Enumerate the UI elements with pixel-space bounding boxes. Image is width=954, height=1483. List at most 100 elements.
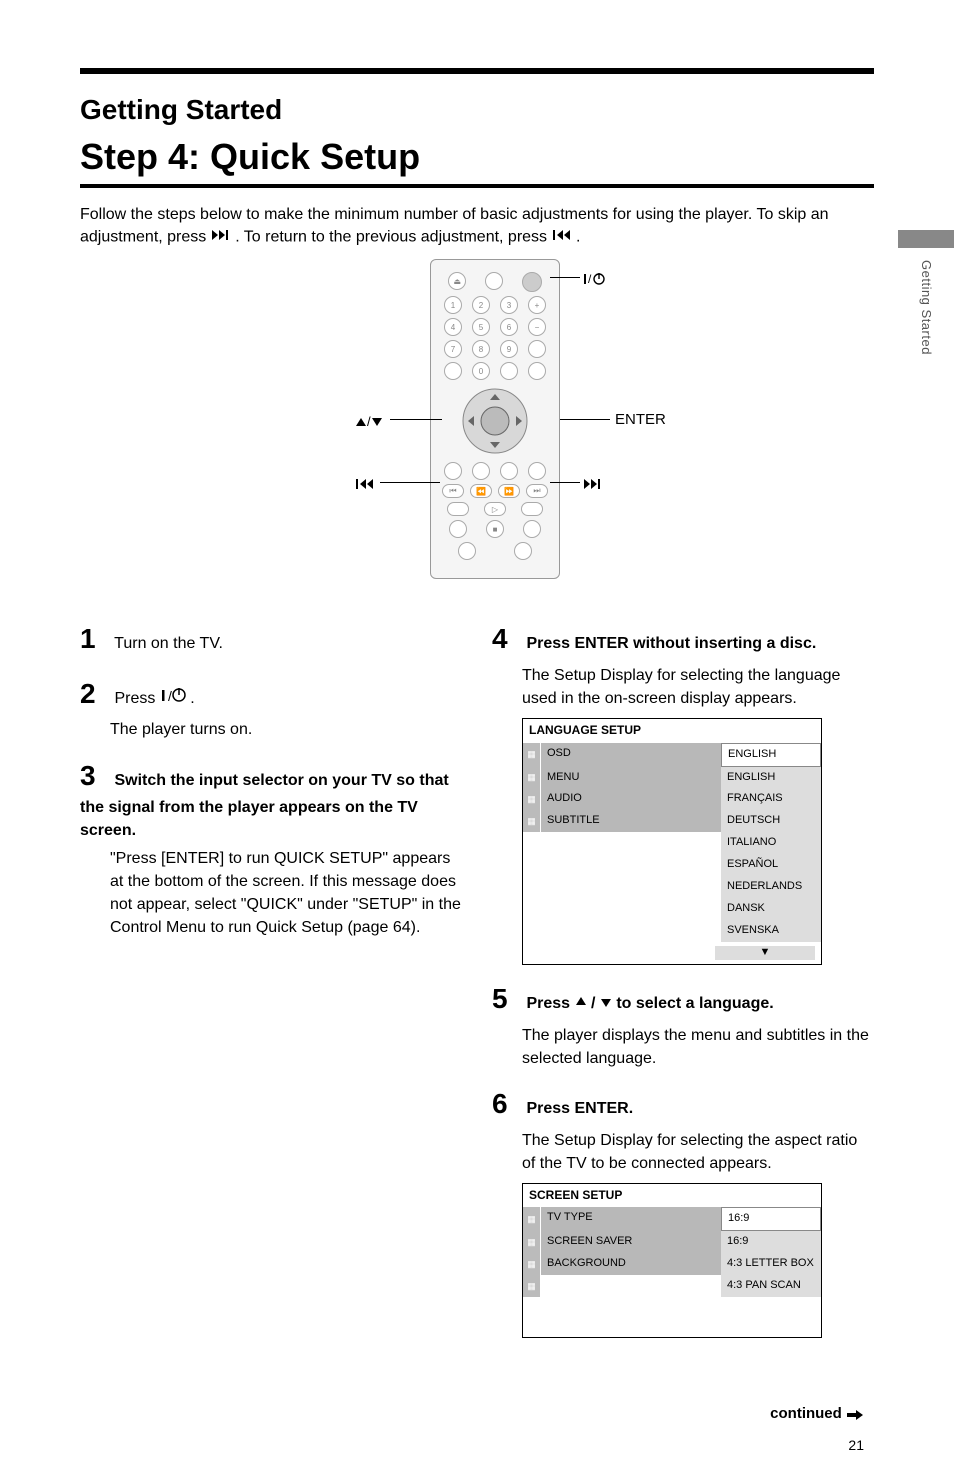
menu1-row1-label: MENU bbox=[541, 767, 721, 789]
menu1-row2-value: FRANÇAIS bbox=[721, 788, 821, 810]
remote-body: ⏏ 1 2 3 + 4 5 6 − 7 8 9 bbox=[430, 259, 560, 579]
remote-misc-button bbox=[528, 340, 546, 358]
remote-digit-3: 3 bbox=[500, 296, 518, 314]
intro-paragraph: Follow the steps below to make the minim… bbox=[80, 204, 874, 249]
divider-under-title bbox=[80, 184, 874, 188]
next-icon bbox=[211, 226, 231, 248]
side-label: Getting Started bbox=[919, 260, 934, 355]
remote-row9-1 bbox=[449, 520, 467, 538]
remote-prev-button: ⏮ bbox=[442, 484, 464, 498]
remote-eject-button: ⏏ bbox=[448, 272, 466, 290]
remote-digit-5: 5 bbox=[472, 318, 490, 336]
menu2-row1-value: 16:9 bbox=[721, 1231, 821, 1253]
continued-arrow-icon bbox=[846, 1406, 864, 1423]
menu2-icon-2: ▦ bbox=[523, 1253, 541, 1275]
callout-line-updown bbox=[390, 419, 442, 420]
page-container: Getting Started Step 4: Quick Setup Gett… bbox=[80, 68, 874, 1352]
step-5-text-a: Press bbox=[526, 995, 574, 1012]
previous-icon bbox=[552, 226, 572, 248]
callout-updown: / bbox=[355, 411, 383, 427]
remote-misc3-button bbox=[500, 362, 518, 380]
callout-power: / bbox=[583, 269, 605, 285]
step-5-sub: The player displays the menu and subtitl… bbox=[522, 1024, 874, 1070]
menu2-title: SCREEN SETUP bbox=[523, 1184, 821, 1207]
remote-play-button: ▷ bbox=[484, 502, 506, 516]
step-5-mid: / bbox=[591, 995, 595, 1012]
remote-rew-button: ⏪ bbox=[470, 484, 492, 498]
remote-row6-3 bbox=[500, 462, 518, 480]
menu2-row3-label bbox=[541, 1275, 721, 1297]
continued-text: continued bbox=[770, 1405, 842, 1422]
menu1-opt-3: DANSK bbox=[721, 898, 821, 920]
section-heading: Getting Started bbox=[80, 94, 874, 126]
remote-misc2-button bbox=[444, 362, 462, 380]
callout-line-next bbox=[550, 482, 580, 483]
menu1-row2-label: AUDIO bbox=[541, 788, 721, 810]
divider-top bbox=[80, 68, 874, 74]
screen-setup-menu: SCREEN SETUP ▦ TV TYPE 16:9 ▦ SCREEN SAV… bbox=[522, 1183, 822, 1338]
remote-power-button bbox=[522, 272, 542, 292]
menu1-title: LANGUAGE SETUP bbox=[523, 719, 821, 742]
menu1-opt-2: NEDERLANDS bbox=[721, 876, 821, 898]
menu1-row0-value: ENGLISH bbox=[721, 743, 821, 767]
menu2-row0-label: TV TYPE bbox=[541, 1207, 721, 1231]
step-4: 4 Press ENTER without inserting a disc. … bbox=[492, 619, 874, 965]
svg-text:/: / bbox=[168, 688, 172, 703]
remote-ff-button: ⏩ bbox=[498, 484, 520, 498]
step-2-sub: The player turns on. bbox=[110, 718, 462, 741]
step-6: 6 Press ENTER. The Setup Display for sel… bbox=[492, 1084, 874, 1338]
step-3-sub: "Press [ENTER] to run QUICK SETUP" appea… bbox=[110, 847, 462, 940]
menu1-scroll-down: ▼ bbox=[715, 946, 815, 960]
right-column: 4 Press ENTER without inserting a disc. … bbox=[492, 619, 874, 1352]
remote-digit-4: 4 bbox=[444, 318, 462, 336]
step-2-text: Press / . bbox=[114, 690, 194, 707]
menu1-row0-label: OSD bbox=[541, 743, 721, 767]
remote-digit-9: 9 bbox=[500, 340, 518, 358]
step-5: 5 Press / to select a language. The play… bbox=[492, 979, 874, 1070]
remote-stop-button: ■ bbox=[486, 520, 504, 538]
menu1-row3-value: DEUTSCH bbox=[721, 810, 821, 832]
menu1-opt-0: ITALIANO bbox=[721, 832, 821, 854]
menu1-icon-2: ▦ bbox=[523, 788, 541, 810]
power-icon: / bbox=[160, 687, 186, 710]
svg-text:/: / bbox=[367, 414, 371, 428]
menu2-row3-value: 4:3 PAN SCAN bbox=[721, 1275, 821, 1297]
step-1: 1 Turn on the TV. bbox=[80, 619, 462, 660]
left-column: 1 Turn on the TV. 2 Press / . The player… bbox=[80, 619, 462, 1352]
remote-row6-1 bbox=[444, 462, 462, 480]
step-4-num: 4 bbox=[492, 619, 522, 660]
step-2-text-a: Press bbox=[114, 690, 159, 707]
step-4-sub: The Setup Display for selecting the lang… bbox=[522, 664, 874, 710]
svg-text:/: / bbox=[588, 272, 592, 286]
remote-dpad bbox=[460, 386, 530, 456]
step-2: 2 Press / . The player turns on. bbox=[80, 674, 462, 742]
down-arrow-icon bbox=[600, 992, 612, 1015]
step-3: 3 Switch the input selector on your TV s… bbox=[80, 756, 462, 940]
intro-text-2: . To return to the previous adjustment, … bbox=[235, 229, 551, 246]
step-2-num: 2 bbox=[80, 674, 110, 715]
step-3-num: 3 bbox=[80, 756, 110, 797]
menu2-icon-3: ▦ bbox=[523, 1275, 541, 1297]
remote-row8-3 bbox=[521, 502, 543, 516]
step-1-text: Turn on the TV. bbox=[114, 635, 223, 652]
remote-digit-1: 1 bbox=[444, 296, 462, 314]
step-4-text: Press ENTER without inserting a disc. bbox=[526, 635, 816, 652]
menu1-row3-label: SUBTITLE bbox=[541, 810, 721, 832]
menu1-opt-1: ESPAÑOL bbox=[721, 854, 821, 876]
remote-digit-6: 6 bbox=[500, 318, 518, 336]
remote-row10-1 bbox=[458, 542, 476, 560]
side-tab bbox=[898, 230, 954, 248]
remote-row8-1 bbox=[447, 502, 469, 516]
remote-small-button bbox=[485, 272, 503, 290]
step-3-text: Switch the input selector on your TV so … bbox=[80, 772, 449, 840]
remote-row6-4 bbox=[528, 462, 546, 480]
menu2-icon-1: ▦ bbox=[523, 1231, 541, 1253]
step-1-num: 1 bbox=[80, 619, 110, 660]
step-5-text: Press / to select a language. bbox=[526, 995, 773, 1012]
callout-next-icon bbox=[583, 474, 603, 490]
menu2-row1-label: SCREEN SAVER bbox=[541, 1231, 721, 1253]
remote-row10-2 bbox=[514, 542, 532, 560]
menu1-opt-4: SVENSKA bbox=[721, 920, 821, 942]
step-5-num: 5 bbox=[492, 979, 522, 1020]
language-setup-menu: LANGUAGE SETUP ▦ OSD ENGLISH ▦ MENU ENGL… bbox=[522, 718, 822, 965]
